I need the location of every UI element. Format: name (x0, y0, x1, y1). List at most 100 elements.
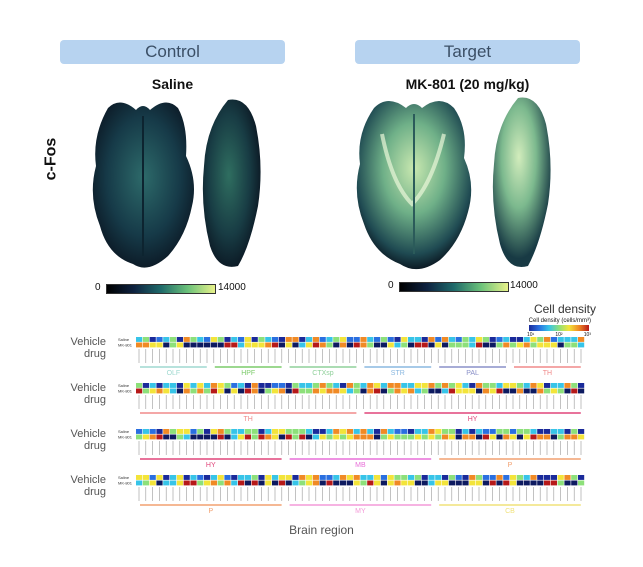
heatmap-cell (346, 383, 353, 388)
heatmap-cell (251, 434, 258, 440)
heatmap-cell (544, 475, 551, 480)
heatmap-cell (163, 480, 170, 486)
heatmap-cell (333, 342, 340, 348)
heatmap-cell (238, 475, 245, 480)
heatmap-cell (544, 342, 551, 348)
heatmap-cell (482, 475, 489, 480)
heatmap-cell (408, 342, 415, 348)
heatmap-cell (469, 429, 476, 434)
heatmap-cell (340, 429, 347, 434)
heatmap-cell (448, 383, 455, 388)
heatmap-cell (408, 337, 415, 342)
heatmap-cell (238, 434, 245, 440)
heatmap-cell (516, 342, 523, 348)
heatmap-cell (544, 429, 551, 434)
heatmap-cell (442, 342, 449, 348)
colorbar-right (399, 282, 509, 292)
heatmap-cell (408, 429, 415, 434)
heatmap-cell (156, 337, 163, 342)
heatmap-cell (197, 342, 204, 348)
heatmap-cell (455, 429, 462, 434)
heatmap-cell (319, 429, 326, 434)
heatmap-cell (435, 475, 442, 480)
heatmap-cell (149, 342, 156, 348)
heatmap-cell (408, 383, 415, 388)
heatmap-cell (312, 388, 319, 394)
heatmap-cell (557, 388, 564, 394)
heatmap-cell (523, 475, 530, 480)
group-label-mb: MB (355, 462, 366, 469)
heatmap-cell (442, 429, 449, 434)
heatmap-cell (299, 434, 306, 440)
heatmap-cell (408, 434, 415, 440)
heatmap-cell (231, 383, 238, 388)
heatmap-cell (272, 480, 279, 486)
heatmap-cell (272, 429, 279, 434)
heatmap-cell (516, 429, 523, 434)
heatmap-cell (435, 342, 442, 348)
heatmap-cell (503, 342, 510, 348)
group-label-pal: PAL (466, 370, 479, 377)
heatmap-cell (190, 383, 197, 388)
row-tag-mk_tag: MK-801 (118, 435, 133, 440)
group-label-p: P (208, 508, 213, 515)
heatmap-cell (537, 434, 544, 440)
heatmap-cell (197, 388, 204, 394)
heatmap-cell (142, 434, 149, 440)
heatmap-cell (285, 434, 292, 440)
heatmap-cell (238, 337, 245, 342)
heatmap-cell (244, 429, 251, 434)
heatmap-cell (530, 337, 537, 342)
heatmap-cell (455, 480, 462, 486)
heatmap-cell (265, 388, 272, 394)
heatmap-cell (238, 480, 245, 486)
heatmap-cell (537, 388, 544, 394)
density-legend-colorbar (529, 325, 589, 331)
heatmap-cell (183, 429, 190, 434)
heatmap-cell (550, 342, 557, 348)
heatmap-cell (176, 480, 183, 486)
heatmap-cell (238, 388, 245, 394)
heatmap-cell (557, 429, 564, 434)
heatmap-cell (353, 475, 360, 480)
heatmap-cell (367, 480, 374, 486)
heatmap-cell (455, 388, 462, 394)
heatmap-cell (197, 475, 204, 480)
heatmap-cell (469, 475, 476, 480)
heatmap-cell (367, 429, 374, 434)
control-brain-sagittal-image (202, 99, 261, 267)
heatmap-cell (326, 388, 333, 394)
heatmap-cell (435, 337, 442, 342)
heatmap-cell (217, 480, 224, 486)
heatmap-cell (170, 434, 177, 440)
heatmap-cell (149, 429, 156, 434)
heatmap-cell (448, 342, 455, 348)
heatmap-cell (306, 434, 313, 440)
heatmap-cell (367, 434, 374, 440)
heatmap-cell (578, 429, 585, 434)
heatmap-cell (374, 337, 381, 342)
heatmap-cell (448, 388, 455, 394)
heatmap-cell (537, 475, 544, 480)
heatmap-cell (374, 388, 381, 394)
heatmap-cell (244, 480, 251, 486)
heatmap-cell (564, 434, 571, 440)
heatmap-cell (550, 475, 557, 480)
heatmap-cell (360, 429, 367, 434)
heatmap-cell (448, 337, 455, 342)
heatmap-cell (204, 480, 211, 486)
heatmap-cell (149, 337, 156, 342)
heatmap-cell (360, 342, 367, 348)
group-label-hpf: HPF (241, 370, 255, 377)
heatmap-cell (523, 383, 530, 388)
heatmap-cell (557, 475, 564, 480)
heatmap-cell (414, 434, 421, 440)
heatmap-cell (136, 337, 143, 342)
heatmap-cell (231, 434, 238, 440)
heatmap-cell (217, 337, 224, 342)
heatmap-cell (414, 337, 421, 342)
heatmap-cell (537, 480, 544, 486)
heatmap-cell (442, 337, 449, 342)
heatmap-cell (149, 434, 156, 440)
heatmap-cell (564, 342, 571, 348)
